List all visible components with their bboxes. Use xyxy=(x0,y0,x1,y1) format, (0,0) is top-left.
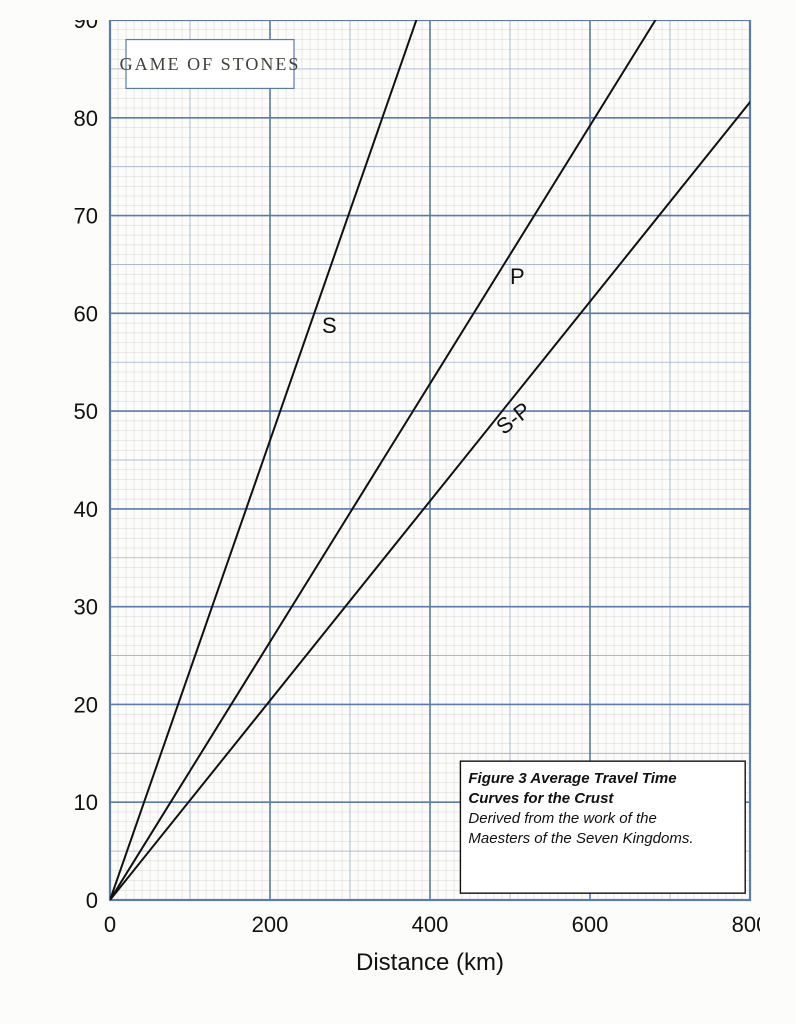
title-text: GAME OF STONES xyxy=(120,54,301,74)
x-tick-label: 200 xyxy=(252,912,289,937)
y-tick-label: 10 xyxy=(74,790,98,815)
y-tick-label: 90 xyxy=(74,20,98,33)
series-label-P: P xyxy=(510,264,525,289)
x-tick-label: 600 xyxy=(572,912,609,937)
y-tick-label: 50 xyxy=(74,399,98,424)
y-tick-label: 30 xyxy=(74,595,98,620)
y-tick-label: 0 xyxy=(86,888,98,913)
x-tick-label: 800 xyxy=(732,912,760,937)
y-tick-label: 70 xyxy=(74,204,98,229)
x-tick-label: 400 xyxy=(412,912,449,937)
x-axis-label: Distance (km) xyxy=(356,949,504,976)
y-tick-label: 60 xyxy=(74,301,98,326)
chart-svg: SPS-P02004006008000102030405060708090Dis… xyxy=(40,20,760,1004)
x-tick-label: 0 xyxy=(104,912,116,937)
chart-container: SPS-P02004006008000102030405060708090Dis… xyxy=(40,20,760,1004)
page: SPS-P02004006008000102030405060708090Dis… xyxy=(0,0,796,1024)
series-label-S: S xyxy=(322,313,337,338)
y-tick-label: 20 xyxy=(74,692,98,717)
y-tick-label: 40 xyxy=(74,497,98,522)
y-tick-label: 80 xyxy=(74,106,98,131)
